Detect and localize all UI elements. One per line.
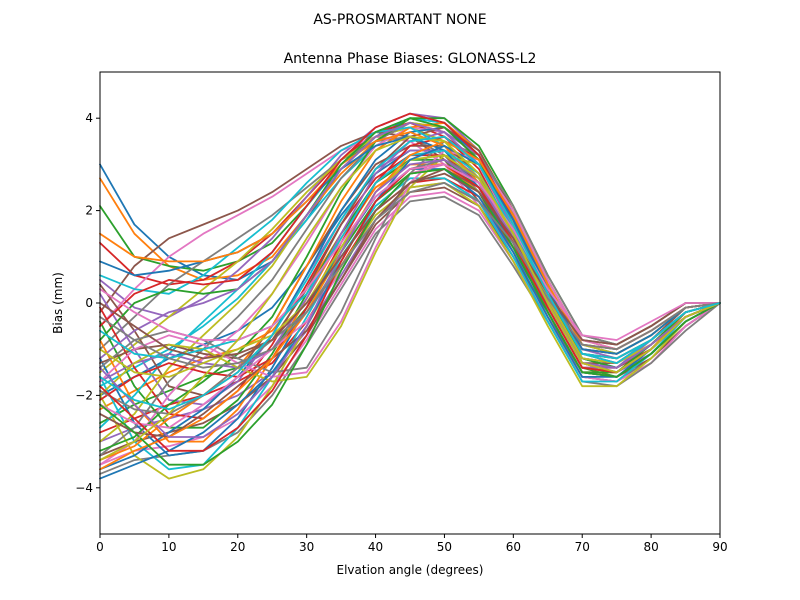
x-tick-label: 40 — [368, 540, 383, 554]
y-tick-label: −4 — [75, 481, 93, 495]
series-line-54 — [99, 163, 721, 452]
x-tick-label: 60 — [506, 540, 521, 554]
series-line-57 — [99, 163, 721, 341]
y-axis-ticks: −4 −2 0 2 4 — [75, 111, 100, 495]
y-tick-label: −2 — [75, 388, 93, 402]
series-line-53 — [99, 168, 721, 466]
x-axis-label: Elvation angle (degrees) — [337, 563, 484, 577]
series-line-59 — [99, 135, 721, 462]
y-tick-label: 0 — [85, 296, 93, 310]
x-tick-label: 90 — [712, 540, 727, 554]
x-tick-label: 0 — [96, 540, 104, 554]
y-axis-label: Bias (mm) — [51, 272, 65, 334]
series-line-55 — [99, 158, 721, 438]
series-lines-group — [99, 112, 721, 480]
y-tick-label: 4 — [85, 111, 93, 125]
x-tick-label: 10 — [161, 540, 176, 554]
x-tick-label: 80 — [643, 540, 658, 554]
series-line-60 — [99, 135, 721, 411]
series-line-37 — [99, 149, 721, 383]
x-tick-label: 20 — [230, 540, 245, 554]
figure-suptitle: AS-PROSMARTANT NONE — [313, 12, 486, 28]
x-tick-label: 70 — [575, 540, 590, 554]
x-axis-ticks: 0 10 20 30 40 50 60 70 80 90 — [96, 534, 728, 554]
x-tick-label: 50 — [437, 540, 452, 554]
chart-title: Antenna Phase Biases: GLONASS-L2 — [284, 51, 537, 67]
series-line-56 — [99, 172, 721, 360]
series-line-36 — [99, 126, 721, 365]
series-line-51 — [99, 144, 721, 480]
series-line-13 — [99, 168, 721, 425]
plot-frame — [99, 71, 721, 535]
x-tick-label: 30 — [299, 540, 314, 554]
series-line-58 — [99, 181, 721, 369]
series-line-29 — [99, 121, 721, 443]
y-tick-label: 2 — [85, 204, 93, 218]
